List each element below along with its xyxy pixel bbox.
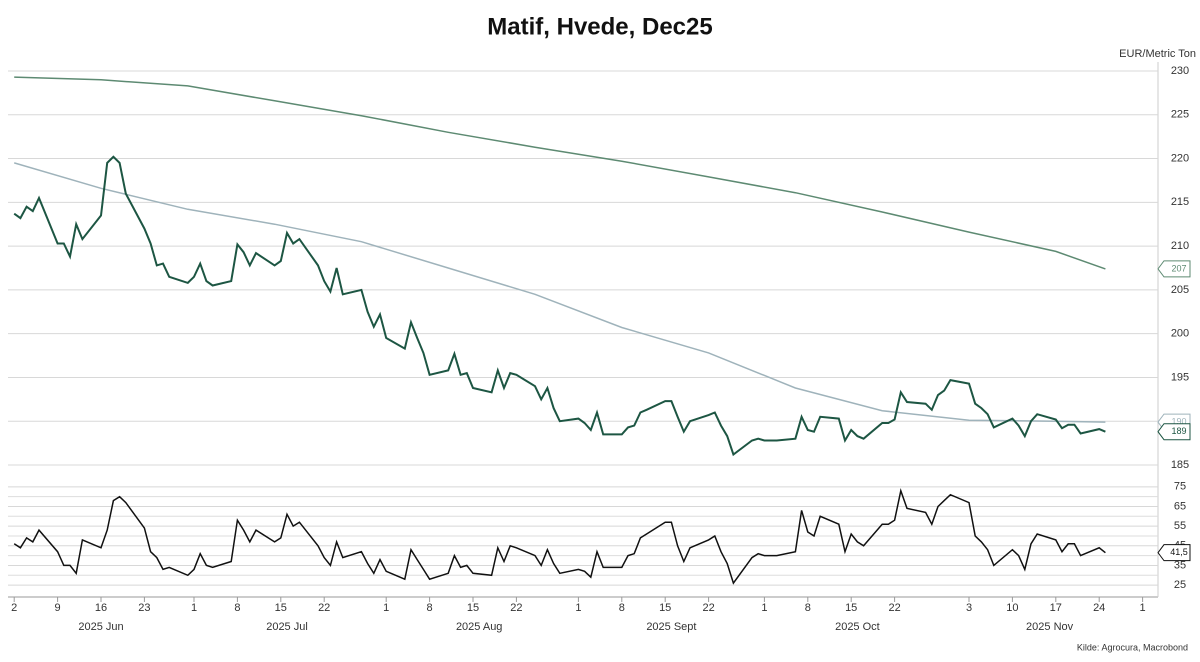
end-label: 189 (1157, 423, 1191, 441)
line-series (14, 76, 1106, 270)
x-tick-label: 23 (138, 602, 150, 614)
y-tick-label: 55 (1174, 520, 1186, 532)
x-tick-label: 9 (55, 602, 61, 614)
x-tick-label: 8 (234, 602, 240, 614)
x-tick-label: 22 (702, 602, 714, 614)
y-tick-label: 185 (1171, 459, 1189, 471)
y-tick-label: 215 (1171, 196, 1189, 208)
y-tick-label: 200 (1171, 328, 1189, 340)
x-tick-label: 16 (95, 602, 107, 614)
end-label-box (1157, 544, 1191, 562)
source: Kilde: Agrocura, Macrobond (1077, 642, 1188, 652)
x-tick-label: 17 (1050, 602, 1062, 614)
x-tick-label: 1 (1140, 602, 1146, 614)
end-label-box (1157, 423, 1191, 441)
end-label: 41,5 (1157, 544, 1191, 562)
y-tick-label: 210 (1171, 240, 1189, 252)
x-tick-label: 1 (383, 602, 389, 614)
y-tick-label: 35 (1174, 559, 1186, 571)
end-label: 207 (1157, 260, 1191, 278)
x-tick-label: 1 (575, 602, 581, 614)
x-tick-label: 8 (619, 602, 625, 614)
x-tick-label: 24 (1093, 602, 1105, 614)
month-label: 2025 Nov (1026, 621, 1074, 633)
month-label: 2025 Sept (646, 621, 696, 633)
end-label-text: 189 (1171, 426, 1186, 436)
x-tick-label: 8 (805, 602, 811, 614)
y-tick-label: 205 (1171, 284, 1189, 296)
y-tick-label: 225 (1171, 109, 1189, 121)
x-tick-label: 10 (1006, 602, 1018, 614)
y-tick-label: 75 (1174, 481, 1186, 493)
y-axis-label: EUR/Metric Ton (1119, 48, 1196, 60)
end-label-text: 190 (1171, 416, 1186, 426)
x-tick-label: 1 (191, 602, 197, 614)
month-label: 2025 Oct (835, 621, 880, 633)
x-tick-label: 15 (467, 602, 479, 614)
line-series (13, 162, 1106, 423)
x-tick-label: 22 (510, 602, 522, 614)
month-label: 2025 Jul (266, 621, 308, 633)
month-label: 2025 Jun (78, 621, 123, 633)
x-tick-label: 15 (659, 602, 671, 614)
end-label-box (1157, 260, 1191, 278)
y-tick-label: 220 (1171, 152, 1189, 164)
month-label: 2025 Aug (456, 621, 503, 633)
x-tick-label: 15 (845, 602, 857, 614)
y-tick-label: 25 (1174, 579, 1186, 591)
line-series (13, 488, 1106, 585)
y-tick-label: 195 (1171, 371, 1189, 383)
chart-title: Matif, Hvede, Dec25 (487, 13, 712, 40)
x-tick-label: 2 (11, 602, 17, 614)
end-label-text: 207 (1171, 263, 1186, 273)
x-tick-label: 8 (427, 602, 433, 614)
x-tick-label: 1 (761, 602, 767, 614)
end-label-text: 41,5 (1170, 547, 1188, 557)
y-tick-label: 230 (1171, 65, 1189, 77)
y-tick-label: 65 (1174, 500, 1186, 512)
x-tick-label: 22 (318, 602, 330, 614)
x-tick-label: 15 (275, 602, 287, 614)
x-tick-label: 22 (888, 602, 900, 614)
x-tick-label: 3 (966, 602, 972, 614)
line-series (13, 155, 1106, 457)
